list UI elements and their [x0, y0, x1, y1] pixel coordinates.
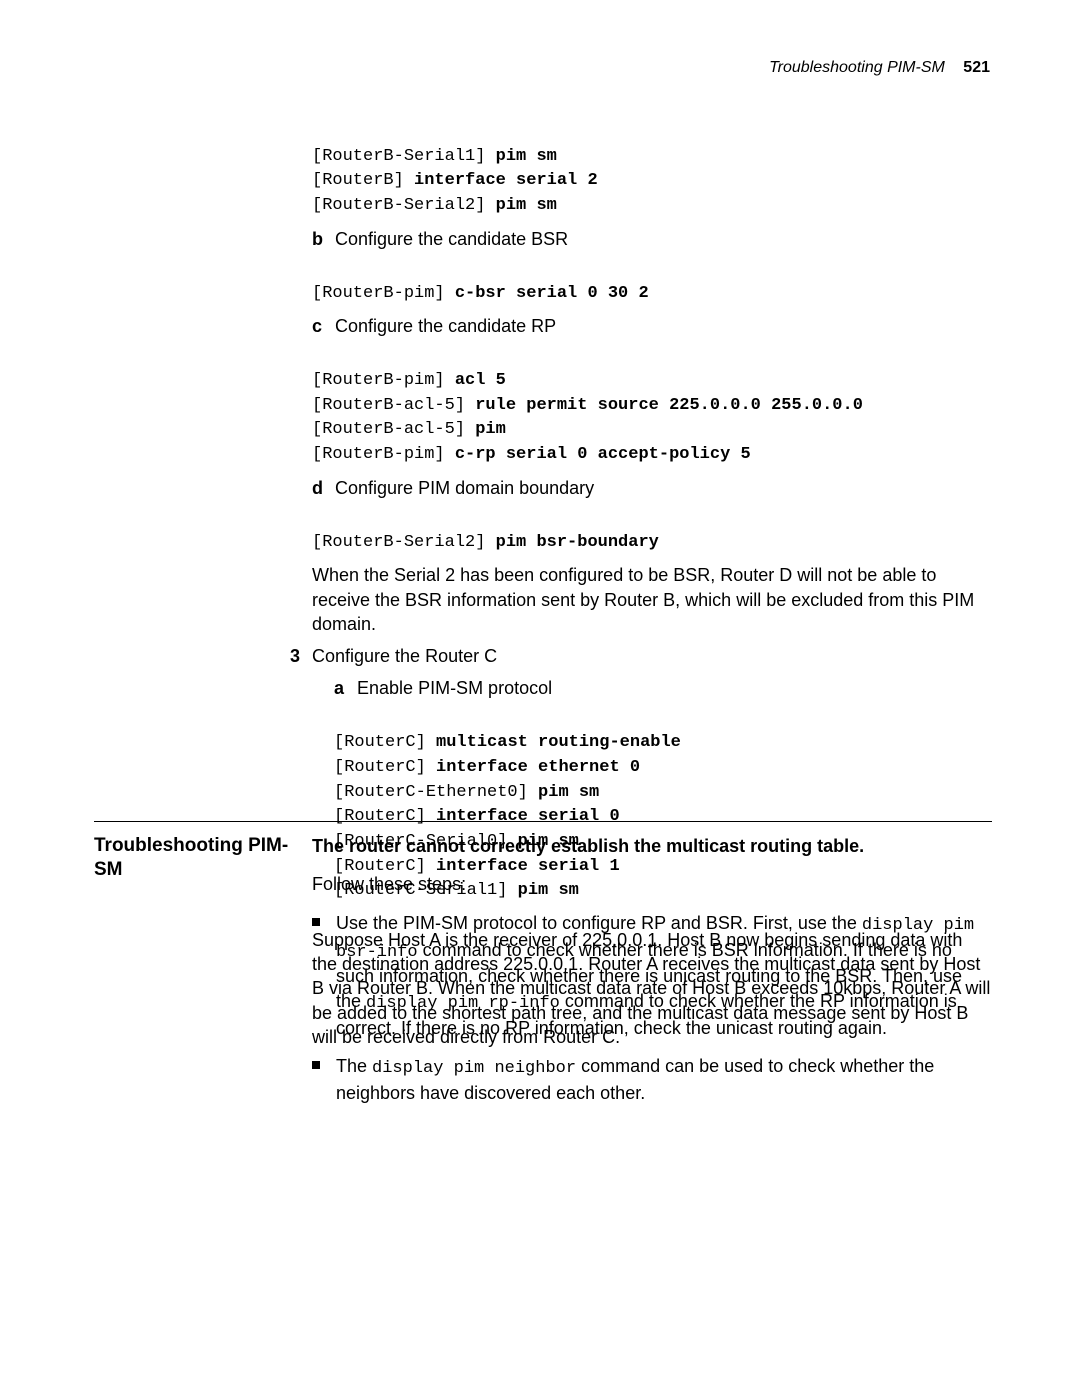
- step-lead: d: [312, 476, 330, 500]
- code-bold: acl 5: [455, 371, 506, 390]
- section-heading-left: Troubleshooting PIM-SM: [94, 834, 294, 882]
- code-bold: pim sm: [496, 196, 557, 215]
- code-line: [RouterB-acl-5]: [312, 420, 475, 439]
- step-text: Configure the Router C: [312, 646, 497, 666]
- code-line: [RouterC]: [334, 758, 436, 777]
- step-text: Configure the candidate RP: [335, 316, 556, 336]
- step-c: c Configure the candidate RP: [312, 314, 992, 338]
- code-bold: interface serial 2: [414, 171, 598, 190]
- code-bold: c-bsr serial 0 30 2: [455, 284, 649, 303]
- troubleshoot-follow: Follow these steps:: [312, 872, 992, 896]
- step-text: Enable PIM-SM protocol: [357, 678, 552, 698]
- section-rule: [94, 821, 992, 822]
- code-line: [RouterB-pim]: [312, 371, 455, 390]
- bullet-item-1: Use the PIM-SM protocol to configure RP …: [312, 911, 992, 1040]
- step-text: Configure PIM domain boundary: [335, 478, 594, 498]
- step-lead: 3: [290, 644, 300, 668]
- page: Troubleshooting PIM-SM 521 [RouterB-Seri…: [0, 0, 1080, 1397]
- step-lead: a: [334, 676, 352, 700]
- code-line: [RouterB-Serial1]: [312, 147, 496, 166]
- step-b: b Configure the candidate BSR: [312, 227, 992, 251]
- code-line: [RouterC]: [334, 733, 436, 752]
- code-line: [RouterB-pim]: [312, 445, 455, 464]
- code-bold: pim bsr-boundary: [496, 533, 659, 552]
- step-d: d Configure PIM domain boundary: [312, 476, 992, 500]
- code-block-1: [RouterB-Serial1] pim sm [RouterB] inter…: [312, 120, 992, 219]
- running-header-page: 521: [949, 59, 990, 76]
- code-line: [RouterB]: [312, 171, 414, 190]
- running-header: Troubleshooting PIM-SM 521: [769, 59, 990, 77]
- code-bold: multicast routing-enable: [436, 733, 681, 752]
- cmd-display-pim-neighbor: display pim neighbor: [372, 1059, 576, 1078]
- code-line: [RouterC]: [334, 807, 436, 826]
- code-line: [RouterB-acl-5]: [312, 396, 475, 415]
- step-3: 3 Configure the Router C: [312, 644, 992, 668]
- step-a2: a Enable PIM-SM protocol: [334, 676, 992, 700]
- code-bold: rule permit source 225.0.0.0 255.0.0.0: [475, 396, 863, 415]
- running-header-title: Troubleshooting PIM-SM: [769, 59, 945, 76]
- text: Use the PIM-SM protocol to configure RP …: [336, 913, 862, 933]
- code-block-3: [RouterB-pim] acl 5 [RouterB-acl-5] rule…: [312, 344, 992, 467]
- troubleshoot-intro-bold: The router cannot correctly establish th…: [312, 834, 992, 858]
- code-bold: interface serial 0: [436, 807, 620, 826]
- troubleshoot-bullets: Use the PIM-SM protocol to configure RP …: [312, 911, 992, 1106]
- step-text: Configure the candidate BSR: [335, 229, 568, 249]
- step-lead: b: [312, 227, 330, 251]
- step-lead: c: [312, 314, 330, 338]
- code-block-4: [RouterB-Serial2] pim bsr-boundary: [312, 506, 992, 555]
- paragraph-bsr: When the Serial 2 has been configured to…: [312, 563, 992, 636]
- code-bold: interface ethernet 0: [436, 758, 640, 777]
- code-bold: c-rp serial 0 accept-policy 5: [455, 445, 751, 464]
- code-bold: pim sm: [496, 147, 557, 166]
- text: The: [336, 1056, 372, 1076]
- code-line: [RouterB-Serial2]: [312, 533, 496, 552]
- code-line: [RouterB-pim]: [312, 284, 455, 303]
- code-bold: pim: [475, 420, 506, 439]
- code-bold: pim sm: [538, 783, 599, 802]
- code-line: [RouterC-Ethernet0]: [334, 783, 538, 802]
- code-block-2: [RouterB-pim] c-bsr serial 0 30 2: [312, 257, 992, 306]
- bullet-item-2: The display pim neighbor command can be …: [312, 1054, 992, 1105]
- troubleshoot-body: The router cannot correctly establish th…: [312, 834, 992, 1119]
- code-line: [RouterB-Serial2]: [312, 196, 496, 215]
- cmd-display-pim-rp-info: display pim rp-info: [366, 994, 560, 1013]
